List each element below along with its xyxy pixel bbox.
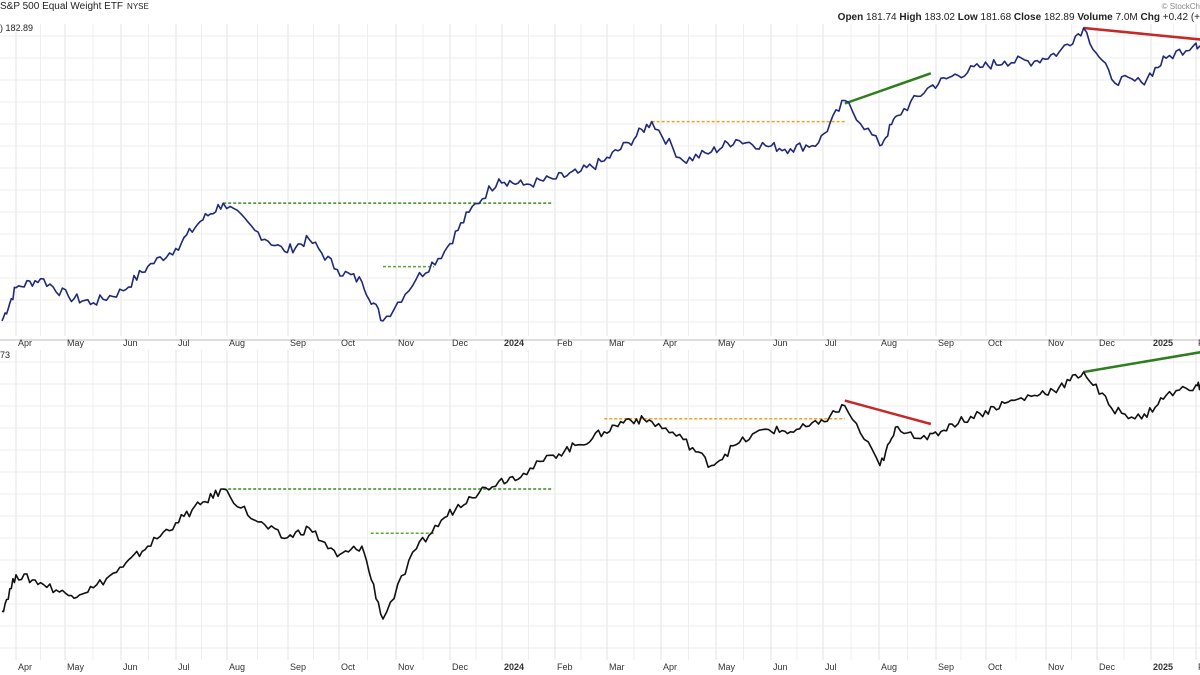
- top-x-tick-label: 2024: [504, 338, 524, 348]
- top-x-tick-label: Oct: [988, 338, 1003, 348]
- bottom-x-tick-label: Oct: [341, 662, 356, 672]
- top-x-tick-label: F: [1198, 338, 1200, 348]
- bottom-x-tick-label: Feb: [557, 662, 573, 672]
- bottom-trend-line: [844, 399, 932, 426]
- bottom-trend-line: [1083, 351, 1200, 374]
- bottom-x-tick-label: Aug: [881, 662, 897, 672]
- top-x-tick-label: Aug: [229, 338, 245, 348]
- last-value-bottom: 73: [0, 350, 11, 360]
- bottom-x-tick-label: Dec: [1099, 662, 1116, 672]
- chart-title: S&P 500 Equal Weight ETF NYSE: [0, 1, 149, 12]
- top-trend-line: [844, 72, 932, 105]
- bottom-x-tick-label: 2024: [504, 662, 524, 672]
- bottom-x-tick-label: Jun: [773, 662, 788, 672]
- chg-value: +0.42 (+: [1162, 12, 1200, 23]
- top-x-tick-label: Sep: [290, 338, 306, 348]
- top-x-tick-label: Oct: [341, 338, 356, 348]
- title-text: S&P 500 Equal Weight ETF: [0, 1, 124, 12]
- bottom-x-tick-label: May: [67, 662, 85, 672]
- top-x-tick-label: Feb: [557, 338, 573, 348]
- top-x-tick-label: Mar: [609, 338, 625, 348]
- high-label: High: [899, 12, 922, 23]
- exchange-label: NYSE: [127, 2, 149, 11]
- top-x-tick-label: Dec: [452, 338, 469, 348]
- low-label: Low: [957, 12, 978, 23]
- top-x-tick-label: Nov: [398, 338, 415, 348]
- bottom-x-tick-label: Nov: [1048, 662, 1065, 672]
- top-x-tick-label: Jun: [123, 338, 138, 348]
- open-value: 181.74: [866, 12, 897, 23]
- bottom-x-tick-label: Apr: [663, 662, 677, 672]
- bottom-price-series: [1, 371, 1200, 620]
- volume-label: Volume: [1077, 12, 1113, 23]
- top-x-tick-label: Apr: [663, 338, 677, 348]
- chg-label: Chg: [1140, 12, 1160, 23]
- close-value: 182.89: [1043, 12, 1075, 23]
- bottom-x-tick-label: May: [718, 662, 736, 672]
- volume-value: 7.0M: [1115, 12, 1138, 23]
- top-x-tick-label: Dec: [1099, 338, 1116, 348]
- bottom-x-tick-label: F: [1198, 662, 1200, 672]
- high-value: 183.02: [924, 12, 955, 23]
- last-value-top: ) 182.89: [0, 23, 34, 33]
- low-value: 181.68: [980, 12, 1012, 23]
- bottom-x-tick-label: Sep: [290, 662, 306, 672]
- watermark: © StockCh: [1161, 2, 1200, 11]
- bottom-x-tick-label: Apr: [18, 662, 32, 672]
- top-x-tick-label: May: [718, 338, 736, 348]
- bottom-x-tick-label: Sep: [938, 662, 954, 672]
- open-label: Open: [837, 12, 864, 23]
- top-x-tick-label: Aug: [881, 338, 897, 348]
- top-x-tick-label: 2025: [1153, 338, 1173, 348]
- bottom-x-tick-label: Jul: [825, 662, 837, 672]
- bottom-x-tick-label: Dec: [452, 662, 469, 672]
- top-x-tick-label: Jul: [178, 338, 190, 348]
- bottom-x-tick-label: Nov: [398, 662, 415, 672]
- bottom-x-tick-label: Oct: [988, 662, 1003, 672]
- close-label: Close: [1013, 12, 1042, 23]
- bottom-x-tick-label: Aug: [229, 662, 245, 672]
- bottom-x-tick-label: 2025: [1153, 662, 1173, 672]
- bottom-x-tick-label: Jul: [178, 662, 190, 672]
- top-trend-line: [1083, 26, 1200, 41]
- bottom-x-tick-label: Jun: [123, 662, 138, 672]
- top-x-tick-label: Jul: [825, 338, 837, 348]
- top-x-tick-label: Sep: [938, 338, 954, 348]
- ohlc-readout: Open 181.74 High 183.02 Low 181.68 Close…: [838, 12, 1200, 23]
- top-x-tick-label: May: [67, 338, 85, 348]
- bottom-x-tick-label: Mar: [609, 662, 625, 672]
- top-x-tick-label: Apr: [18, 338, 32, 348]
- top-x-tick-label: Jun: [773, 338, 788, 348]
- top-x-tick-label: Nov: [1048, 338, 1065, 348]
- top-price-series: [1, 27, 1200, 322]
